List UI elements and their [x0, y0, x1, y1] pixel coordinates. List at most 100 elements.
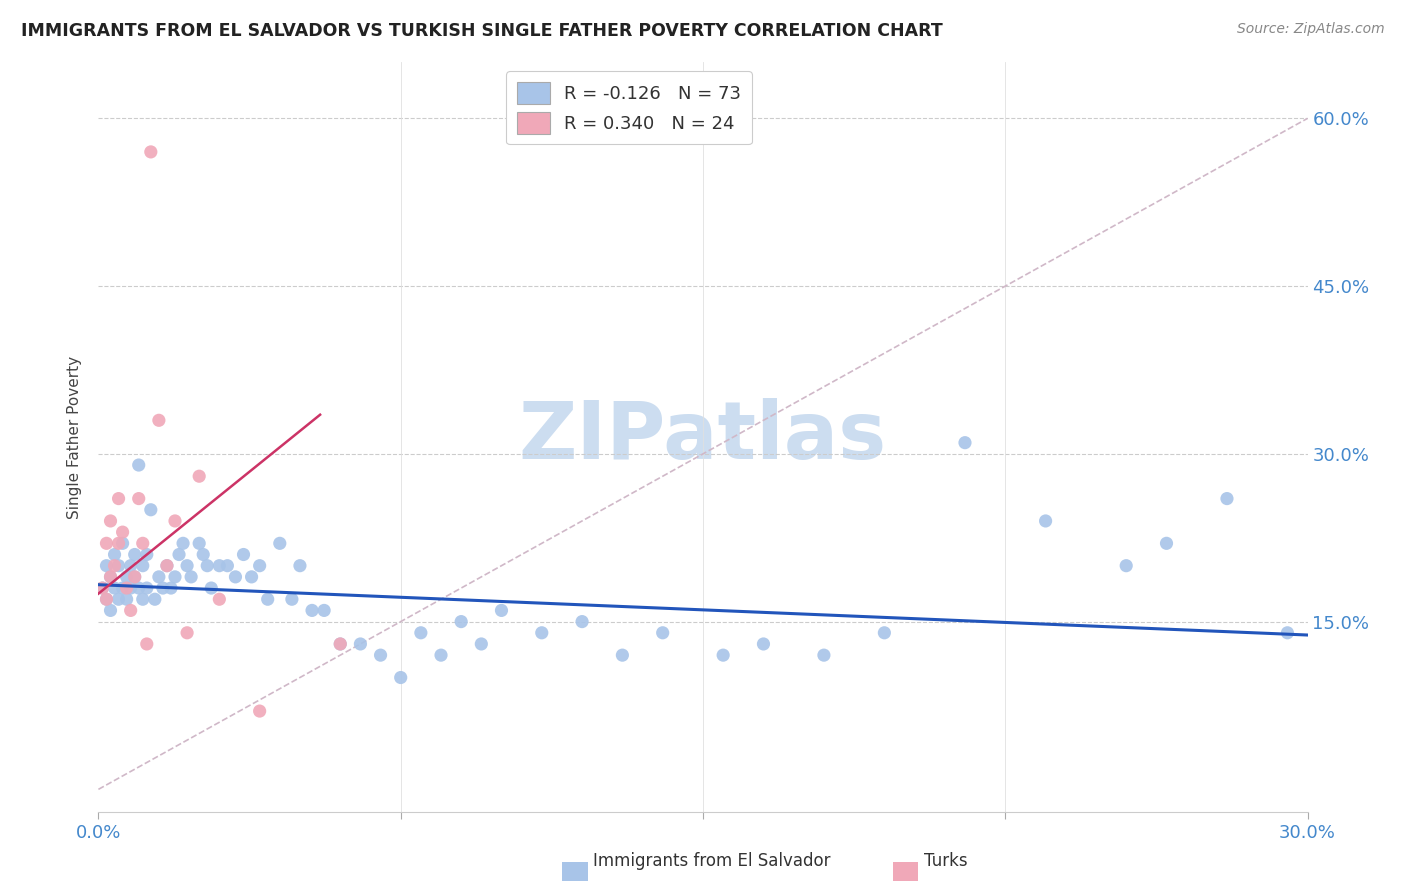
Point [612, 648, 634, 662]
Point [124, 570, 146, 584]
Point [873, 625, 896, 640]
Point [128, 581, 150, 595]
Point [301, 603, 323, 617]
Point [96, 592, 118, 607]
Point [91, 581, 114, 595]
Point [120, 581, 142, 595]
Point [139, 502, 162, 516]
Point [132, 592, 155, 607]
Point [288, 558, 311, 573]
Point [329, 637, 352, 651]
Point [91, 581, 114, 595]
Point [115, 592, 138, 607]
Point [200, 581, 222, 595]
Point [103, 581, 125, 595]
Point [195, 558, 218, 573]
Point [180, 570, 202, 584]
Text: Source: ZipAtlas.com: Source: ZipAtlas.com [1237, 22, 1385, 37]
Point [148, 413, 170, 427]
Point [163, 570, 186, 584]
Point [217, 558, 239, 573]
Point [188, 469, 211, 483]
Legend: R = -0.126   N = 73, R = 0.340   N = 24: R = -0.126 N = 73, R = 0.340 N = 24 [506, 71, 752, 145]
Point [128, 491, 150, 506]
Point [172, 536, 194, 550]
Point [100, 514, 122, 528]
Point [491, 603, 513, 617]
Point [120, 558, 142, 573]
Point [143, 592, 166, 607]
Point [389, 671, 412, 685]
Point [188, 536, 211, 550]
Point [156, 558, 179, 573]
Point [349, 637, 371, 651]
Point [107, 536, 129, 550]
Point [135, 548, 157, 562]
Point [115, 581, 138, 595]
Point [148, 570, 170, 584]
Point [96, 536, 118, 550]
Text: Immigrants from El Salvador: Immigrants from El Salvador [593, 852, 831, 870]
Point [96, 592, 118, 607]
Point [111, 525, 134, 540]
Point [232, 548, 254, 562]
Point [208, 558, 231, 573]
Point [128, 458, 150, 472]
Y-axis label: Single Father Poverty: Single Father Poverty [67, 356, 83, 518]
Point [124, 548, 146, 562]
Point [120, 603, 142, 617]
Point [711, 648, 734, 662]
Point [1277, 625, 1299, 640]
Point [103, 558, 125, 573]
Point [193, 548, 215, 562]
Point [107, 558, 129, 573]
Point [115, 570, 138, 584]
Point [370, 648, 392, 662]
Point [152, 581, 174, 595]
Point [430, 648, 453, 662]
Point [156, 558, 179, 573]
Point [450, 615, 472, 629]
Point [139, 145, 162, 159]
Point [1115, 558, 1137, 573]
Text: ZIPatlas: ZIPatlas [519, 398, 887, 476]
Point [176, 625, 198, 640]
Point [530, 625, 553, 640]
Point [208, 592, 231, 607]
Point [111, 536, 134, 550]
Point [96, 558, 118, 573]
Point [813, 648, 835, 662]
Point [249, 558, 271, 573]
Point [135, 637, 157, 651]
Point [409, 625, 432, 640]
Text: IMMIGRANTS FROM EL SALVADOR VS TURKISH SINGLE FATHER POVERTY CORRELATION CHART: IMMIGRANTS FROM EL SALVADOR VS TURKISH S… [21, 22, 943, 40]
Point [124, 570, 146, 584]
Point [160, 581, 183, 595]
Point [167, 548, 190, 562]
Point [281, 592, 304, 607]
Point [249, 704, 271, 718]
Point [752, 637, 775, 651]
Point [111, 581, 134, 595]
Point [103, 548, 125, 562]
Point [107, 491, 129, 506]
Point [571, 615, 593, 629]
Point [1216, 491, 1239, 506]
Point [135, 581, 157, 595]
Point [1156, 536, 1178, 550]
Point [651, 625, 673, 640]
Point [240, 570, 263, 584]
Point [176, 558, 198, 573]
Point [1035, 514, 1057, 528]
Point [163, 514, 186, 528]
Point [100, 603, 122, 617]
Point [269, 536, 291, 550]
Point [470, 637, 492, 651]
Point [132, 558, 155, 573]
Point [953, 435, 976, 450]
Point [224, 570, 246, 584]
Point [107, 592, 129, 607]
Text: Turks: Turks [924, 852, 967, 870]
Point [100, 570, 122, 584]
Point [256, 592, 278, 607]
